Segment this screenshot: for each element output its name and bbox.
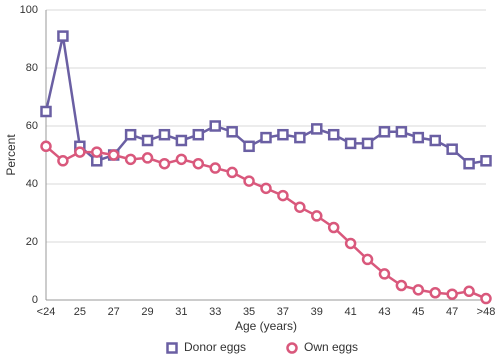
marker (175, 134, 188, 147)
marker (395, 279, 408, 292)
x-tick-label: >48 (477, 306, 496, 318)
y-tick-label: 20 (26, 236, 38, 248)
marker (260, 182, 272, 195)
marker (327, 128, 340, 141)
legend-label: Own eggs (304, 340, 358, 354)
legend-marker (286, 342, 298, 354)
marker (395, 126, 408, 138)
marker (378, 268, 391, 280)
x-tick-label: 45 (412, 306, 424, 318)
marker (412, 131, 425, 144)
marker (412, 284, 425, 296)
marker (192, 157, 205, 170)
marker (226, 126, 238, 138)
marker (277, 128, 289, 141)
marker (311, 123, 323, 135)
x-axis-label: Age (years) (235, 319, 297, 333)
x-tick-label: 25 (74, 306, 86, 318)
y-tick-label: 60 (26, 120, 38, 132)
marker (446, 143, 458, 155)
series-line (45, 145, 487, 300)
legend-marker (166, 342, 178, 354)
x-tick-label: 39 (311, 306, 323, 318)
marker (463, 285, 475, 298)
marker (429, 287, 441, 299)
marker (294, 131, 306, 144)
marker (294, 201, 306, 213)
marker (260, 131, 272, 144)
x-tick-label: 35 (243, 306, 255, 318)
x-tick-label: 33 (209, 306, 221, 318)
x-tick-label: 43 (378, 306, 390, 318)
y-tick-label: 80 (26, 62, 38, 74)
marker (277, 189, 289, 202)
y-axis-label: Percent (4, 134, 18, 176)
marker (141, 134, 154, 147)
x-tick-label: 37 (277, 306, 289, 318)
x-tick-label: 29 (141, 306, 153, 318)
marker (175, 153, 188, 166)
marker (243, 140, 255, 153)
y-tick-label: 100 (20, 4, 38, 16)
x-tick-label: 41 (344, 306, 356, 318)
x-tick-label: 47 (446, 306, 458, 318)
marker (361, 137, 374, 150)
marker (124, 128, 137, 141)
marker (158, 128, 171, 141)
marker (192, 128, 205, 141)
marker (91, 146, 103, 158)
marker (158, 157, 171, 170)
marker (57, 155, 69, 167)
marker (226, 166, 238, 179)
x-tick-label: <24 (37, 306, 56, 318)
series-line (44, 35, 487, 166)
marker (141, 152, 154, 164)
marker (74, 146, 86, 158)
marker (124, 153, 137, 166)
y-tick-label: 40 (26, 178, 38, 190)
marker (327, 221, 340, 234)
marker (361, 253, 374, 266)
x-tick-label: 27 (108, 306, 120, 318)
x-tick-label: 31 (175, 306, 187, 318)
marker (40, 140, 52, 153)
marker (57, 30, 69, 42)
marker (344, 137, 357, 150)
marker (429, 134, 441, 147)
marker (40, 105, 52, 118)
marker (463, 157, 475, 170)
marker (243, 175, 255, 187)
legend-label: Donor eggs (184, 340, 246, 354)
marker (378, 126, 391, 138)
marker (344, 237, 357, 250)
marker (311, 210, 323, 222)
marker (480, 292, 492, 305)
marker (107, 149, 120, 161)
marker (209, 120, 221, 132)
y-tick-label: 0 (32, 294, 38, 306)
marker (480, 155, 492, 167)
marker (209, 162, 221, 174)
marker (446, 288, 458, 300)
